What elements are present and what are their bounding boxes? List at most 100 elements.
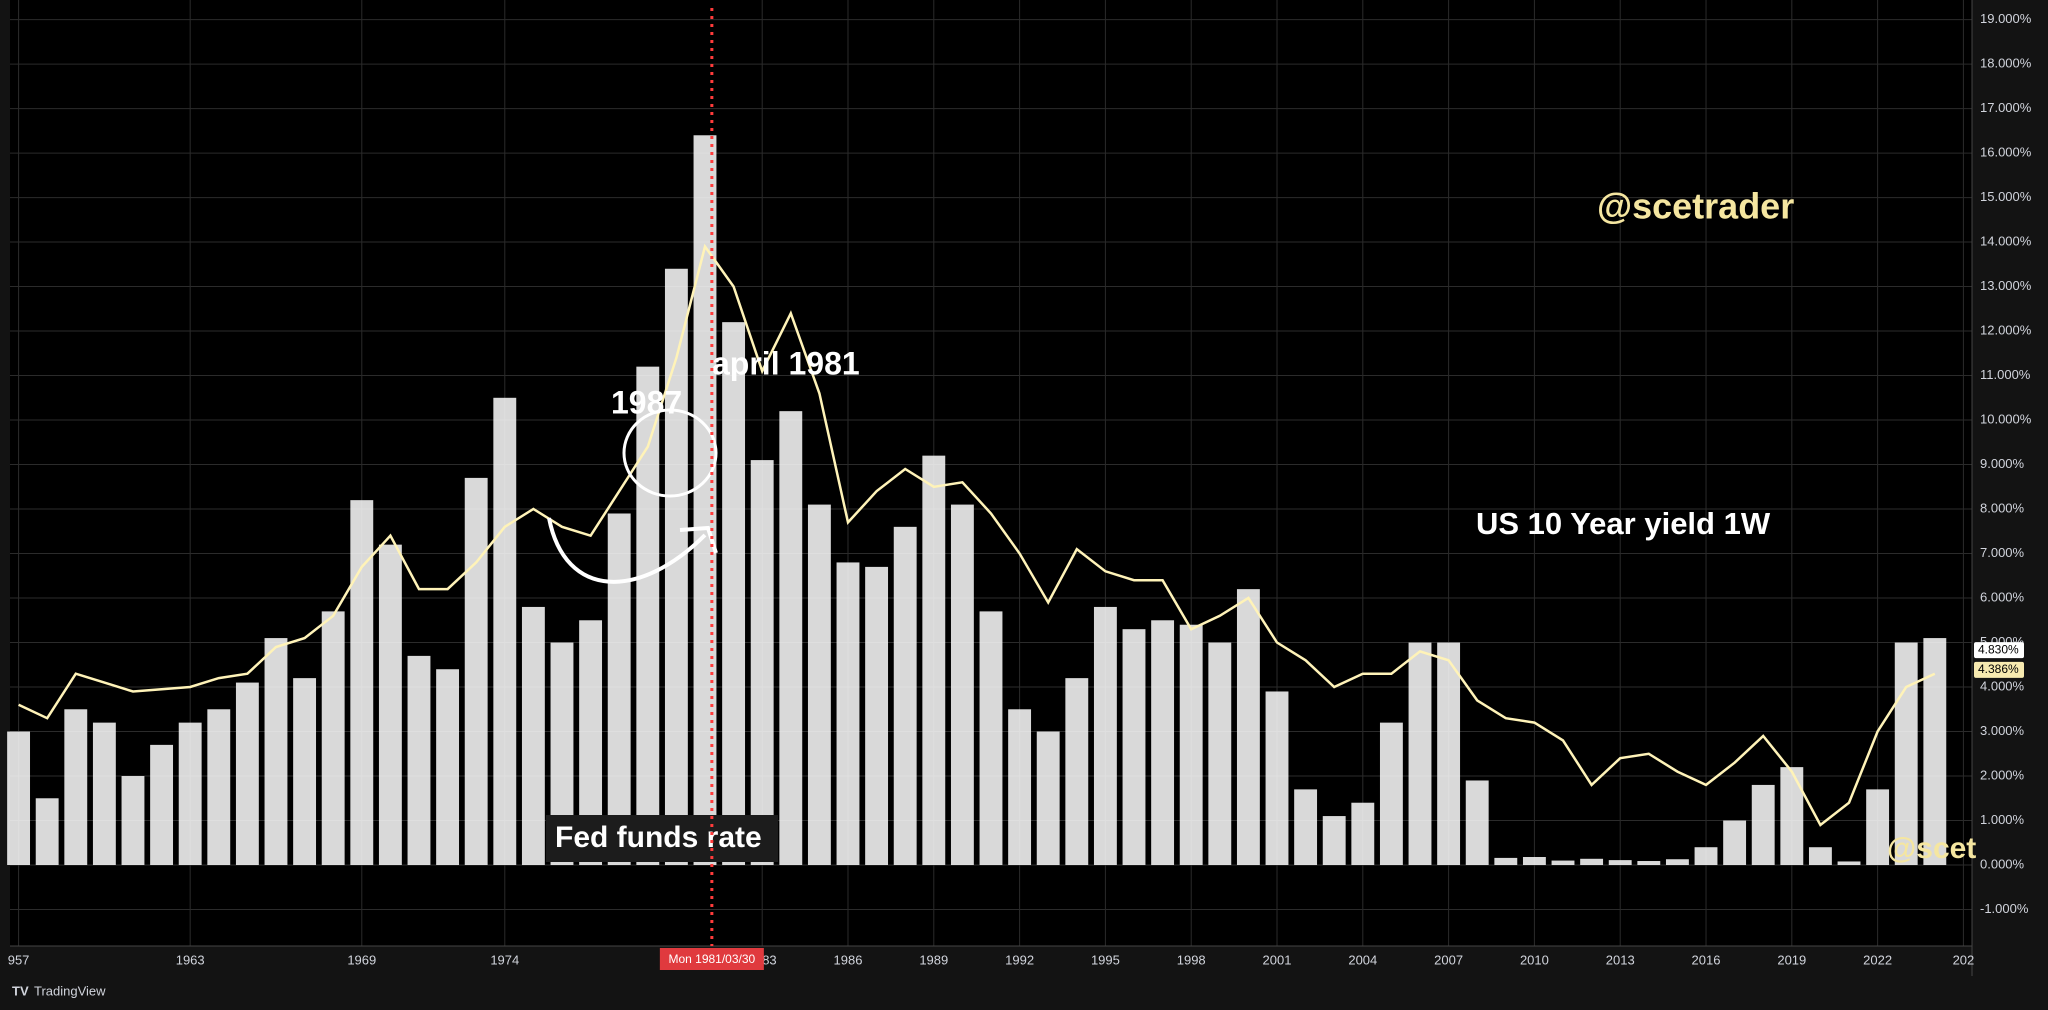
price-tag xyxy=(1974,661,2024,678)
bar xyxy=(121,776,145,866)
y-tick-label: 17.000% xyxy=(1980,100,2032,115)
y-tick-label: 1.000% xyxy=(1980,812,2025,827)
bar xyxy=(1694,847,1718,866)
x-tick-label: 1998 xyxy=(1177,952,1206,967)
line xyxy=(18,243,1936,827)
x-tick-label: 2001 xyxy=(1263,952,1292,967)
bar xyxy=(1236,589,1260,866)
bar xyxy=(1408,642,1432,866)
bar xyxy=(550,642,574,866)
brand-logo: TV xyxy=(12,983,29,998)
bar xyxy=(1522,857,1546,866)
bar xyxy=(607,513,631,866)
y-tick-label: 6.000% xyxy=(1980,589,2025,604)
bar xyxy=(893,526,917,866)
bar xyxy=(1008,709,1032,866)
y-tick-label: 19.000% xyxy=(1980,11,2032,26)
y-tick-label: 13.000% xyxy=(1980,278,2032,293)
bar xyxy=(407,655,431,866)
annotation: 1987 xyxy=(611,384,682,420)
bar xyxy=(722,322,746,866)
chart-title: US 10 Year yield 1W xyxy=(1476,506,1771,541)
bar xyxy=(521,606,545,866)
bar xyxy=(1036,731,1060,866)
bar xyxy=(1551,860,1575,866)
bar xyxy=(464,477,488,866)
bar xyxy=(1179,624,1203,866)
crosshair-label-bg xyxy=(659,948,764,970)
bar xyxy=(636,366,660,866)
bar xyxy=(1465,780,1489,866)
bar xyxy=(7,731,31,866)
y-tick-label: 4.000% xyxy=(1980,678,2025,693)
y-tick-label: 9.000% xyxy=(1980,456,2025,471)
bar xyxy=(35,798,59,866)
bar xyxy=(92,722,116,866)
y-tick-label: 0.000% xyxy=(1980,856,2025,871)
bar xyxy=(436,669,460,866)
bar xyxy=(264,638,288,866)
x-tick-label: 2013 xyxy=(1606,952,1635,967)
bar xyxy=(1751,784,1775,866)
annotation-circle xyxy=(622,408,718,498)
bar xyxy=(1494,857,1518,866)
bar xyxy=(293,678,317,866)
bar xyxy=(207,709,231,866)
y-tick-label: 11.000% xyxy=(1980,367,2031,382)
bar xyxy=(64,709,88,866)
bar xyxy=(1580,858,1604,866)
x-tick-label: 2007 xyxy=(1434,952,1463,967)
y-tick-label: 18.000% xyxy=(1980,56,2032,71)
bar xyxy=(664,268,688,866)
x-tick-label: 2010 xyxy=(1520,952,1549,967)
bar xyxy=(1122,629,1146,866)
bar xyxy=(1208,642,1232,866)
y-tick-label: -1.000% xyxy=(1980,901,2029,916)
bar xyxy=(979,611,1003,866)
y-tick-label: 7.000% xyxy=(1980,545,2025,560)
bar xyxy=(950,504,974,866)
bar xyxy=(1265,691,1289,866)
bar xyxy=(779,411,803,866)
x-tick-label: 202 xyxy=(1953,952,1975,967)
bar xyxy=(1637,861,1661,866)
y-tick-label: 8.000% xyxy=(1980,500,2025,515)
y-tick-label: 2.000% xyxy=(1980,767,2025,782)
watermark: @scetrader xyxy=(1597,186,1794,227)
x-tick-label: 2016 xyxy=(1692,952,1721,967)
x-tick-label: 2022 xyxy=(1863,952,1892,967)
bar xyxy=(750,460,774,866)
label-box xyxy=(546,815,778,862)
bar xyxy=(1723,820,1747,866)
bar xyxy=(807,504,831,866)
bar xyxy=(321,611,345,866)
bar xyxy=(1379,722,1403,866)
bar xyxy=(178,722,202,866)
y-tick-label: 15.000% xyxy=(1980,189,2032,204)
annotation: Fed funds rate xyxy=(555,821,762,854)
bar xyxy=(378,544,402,866)
bar xyxy=(579,620,603,866)
x-tick-label: 1992 xyxy=(1005,952,1034,967)
bar xyxy=(493,397,517,866)
y-tick-label: 14.000% xyxy=(1980,233,2032,248)
x-tick-label: 1963 xyxy=(176,952,205,967)
bar xyxy=(922,455,946,866)
price-tag-label: 4.386% xyxy=(1978,662,2019,676)
bar xyxy=(1665,859,1689,866)
x-tick-label: 1974 xyxy=(490,952,519,967)
bar xyxy=(1093,606,1117,866)
bar xyxy=(235,682,259,866)
bar xyxy=(1322,816,1346,866)
bar xyxy=(836,562,860,866)
x-tick-label: 2004 xyxy=(1348,952,1377,967)
bar xyxy=(1065,678,1089,866)
x-tick-label: 1969 xyxy=(347,952,376,967)
price-tag-label: 4.830% xyxy=(1978,642,2019,656)
bar xyxy=(1780,767,1804,866)
annotation: april 1981 xyxy=(712,345,860,381)
x-tick-label: 1995 xyxy=(1091,952,1120,967)
bar xyxy=(1866,789,1890,866)
bar xyxy=(1294,789,1318,866)
